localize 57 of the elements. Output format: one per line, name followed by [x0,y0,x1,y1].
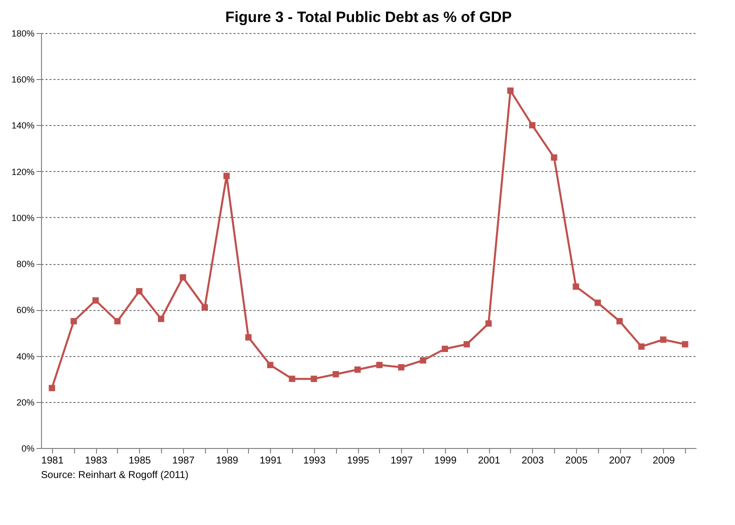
point [682,341,688,348]
point [114,318,121,324]
x-tick-label: 1991 [260,456,282,466]
point [136,288,142,294]
y-tick-label: 20% [16,397,34,408]
y-tick-label: 160% [11,74,34,85]
point [223,172,230,180]
x-tick-label: 1995 [346,456,370,466]
y-tick-label: 100% [11,212,34,223]
point [354,366,361,373]
y-tick-label: 60% [16,305,34,316]
point [202,304,208,311]
point [245,334,252,340]
point [464,341,470,348]
point [267,362,274,368]
point [550,154,558,161]
x-tick-label: 2005 [565,456,588,466]
x-tick-label: 2001 [478,456,501,466]
point [92,297,99,304]
y-tick-label: 140% [11,120,34,131]
point [398,364,404,370]
point [420,357,426,364]
point [572,283,580,290]
x-tick-label: 1983 [84,456,108,466]
x-tick-label: 2009 [652,456,676,466]
point [310,376,318,382]
point [507,87,514,94]
x-tick-label: 1985 [128,456,152,466]
point [616,318,623,324]
y-tick-label: 120% [11,166,34,177]
point [332,371,339,378]
x-tick-label: 1997 [390,456,414,466]
point [442,346,448,352]
point [485,320,492,327]
point [288,376,296,382]
x-tick-label: 2003 [522,456,544,466]
point [158,316,164,322]
y-tick-label: 0% [21,444,34,454]
point [660,336,666,343]
y-tick-label: 40% [16,351,34,362]
point [70,318,77,324]
y-tick-label: 180% [11,28,34,38]
x-tick-label: 1993 [303,456,326,466]
y-tick-label: 80% [16,259,34,270]
source-note: Source: Reinhart & Rogoff (2011) [41,470,188,481]
point [638,343,645,350]
x-tick-label: 2007 [608,456,632,466]
point [529,122,536,128]
point [48,384,56,392]
point [376,362,383,368]
x-tick-label: 1987 [172,456,195,466]
point [594,300,601,306]
x-tick-label: 1999 [434,456,457,466]
chart-title: Figure 3 - Total Public Debt as % of GDP [225,9,512,26]
x-tick-label: 1981 [41,456,64,466]
point [180,274,186,281]
x-tick-label: 1989 [216,456,239,466]
